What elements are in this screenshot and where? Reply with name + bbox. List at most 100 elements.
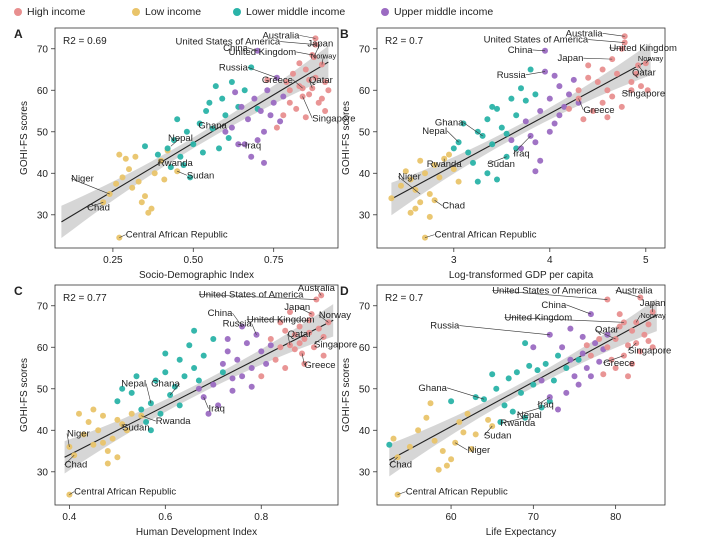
data-point — [439, 448, 446, 454]
data-point — [225, 135, 232, 141]
data-point — [195, 385, 202, 392]
data-point — [530, 344, 537, 351]
data-point — [431, 162, 438, 168]
leader-line — [389, 457, 398, 465]
country-label: Rwanda — [156, 416, 192, 427]
country-label: China — [541, 300, 567, 311]
leader-line — [637, 65, 645, 73]
x-tick-label: 4 — [547, 255, 553, 266]
country-label: Japan — [640, 298, 666, 309]
data-point — [587, 373, 594, 380]
data-point — [203, 108, 210, 114]
country-label: United States of America — [484, 35, 589, 46]
country-label: Sudan — [487, 159, 514, 170]
data-point — [505, 375, 512, 382]
leader-line — [504, 316, 624, 323]
data-point — [248, 383, 255, 390]
country-label: China — [223, 43, 249, 54]
data-point — [176, 402, 183, 409]
data-point — [426, 213, 433, 220]
data-point — [90, 441, 97, 448]
data-point — [518, 85, 524, 92]
data-point — [555, 352, 561, 359]
data-point — [296, 60, 303, 67]
data-point — [390, 435, 397, 442]
data-point — [287, 342, 293, 349]
data-point — [308, 311, 315, 318]
leader-line — [157, 160, 162, 164]
data-point — [526, 362, 533, 369]
data-point — [234, 356, 241, 363]
y-tick-label: 70 — [359, 301, 371, 312]
data-point — [555, 406, 561, 413]
legend-label: High income — [27, 6, 86, 18]
country-label: Russia — [223, 319, 253, 330]
data-point — [282, 365, 289, 371]
country-label: Rwanda — [158, 158, 194, 169]
data-point — [527, 66, 534, 73]
data-point — [508, 95, 515, 102]
country-label: Qatar — [632, 68, 656, 79]
data-point — [465, 149, 472, 156]
country-label: Singapore — [314, 339, 357, 350]
data-point — [485, 416, 492, 423]
data-point — [566, 105, 572, 112]
data-point — [273, 124, 280, 131]
data-point — [176, 356, 183, 363]
data-point — [484, 116, 491, 123]
country-label: United Kingdom — [505, 312, 573, 323]
data-point — [546, 128, 553, 135]
data-point — [199, 149, 206, 156]
country-label: Ghana — [151, 379, 180, 390]
data-point — [450, 166, 457, 173]
x-axis-label: Log-transformed GDP per capita — [449, 270, 594, 281]
y-tick-label: 50 — [359, 127, 371, 138]
x-tick-label: 0.4 — [62, 512, 76, 523]
leader-line — [516, 407, 542, 416]
country-label: Qatar — [595, 325, 619, 336]
x-tick-label: 0.8 — [254, 512, 268, 523]
leader-line — [645, 58, 651, 64]
leader-line — [446, 387, 485, 400]
data-point — [599, 66, 606, 73]
y-tick-label: 50 — [37, 127, 49, 138]
leader-line — [609, 47, 622, 50]
leader-line — [397, 491, 406, 495]
data-point — [629, 327, 636, 334]
r2-label: R2 = 0.7 — [385, 36, 424, 47]
data-point — [587, 352, 594, 359]
data-point — [116, 151, 123, 158]
leader-line — [455, 442, 468, 451]
y-tick-label: 30 — [359, 467, 371, 478]
data-point — [618, 45, 625, 52]
data-point — [551, 72, 558, 79]
panel-label: B — [340, 27, 349, 41]
data-point — [109, 435, 116, 442]
country-label: Australia — [616, 285, 654, 296]
country-label: Qatar — [288, 329, 312, 340]
leader-line — [615, 290, 641, 298]
country-label: Nepal — [422, 126, 447, 137]
country-label: China — [208, 308, 234, 319]
data-point — [186, 342, 193, 349]
data-point — [599, 99, 606, 106]
data-point — [302, 66, 309, 73]
country-label: Niger — [71, 174, 94, 185]
data-point — [251, 95, 258, 102]
country-label: Niger — [67, 429, 90, 440]
data-point — [114, 416, 121, 423]
data-point — [563, 389, 570, 396]
data-point — [222, 112, 229, 119]
data-point — [422, 170, 428, 177]
data-point — [116, 234, 123, 241]
leader-line — [434, 200, 443, 206]
data-point — [550, 377, 557, 384]
data-point — [135, 178, 142, 185]
data-point — [616, 323, 623, 330]
data-point — [621, 39, 628, 46]
data-point — [604, 331, 611, 338]
data-point — [261, 159, 267, 166]
x-tick-label: 0.50 — [184, 255, 204, 266]
legend-label: Lower middle income — [246, 6, 346, 18]
regression-line — [389, 314, 658, 461]
